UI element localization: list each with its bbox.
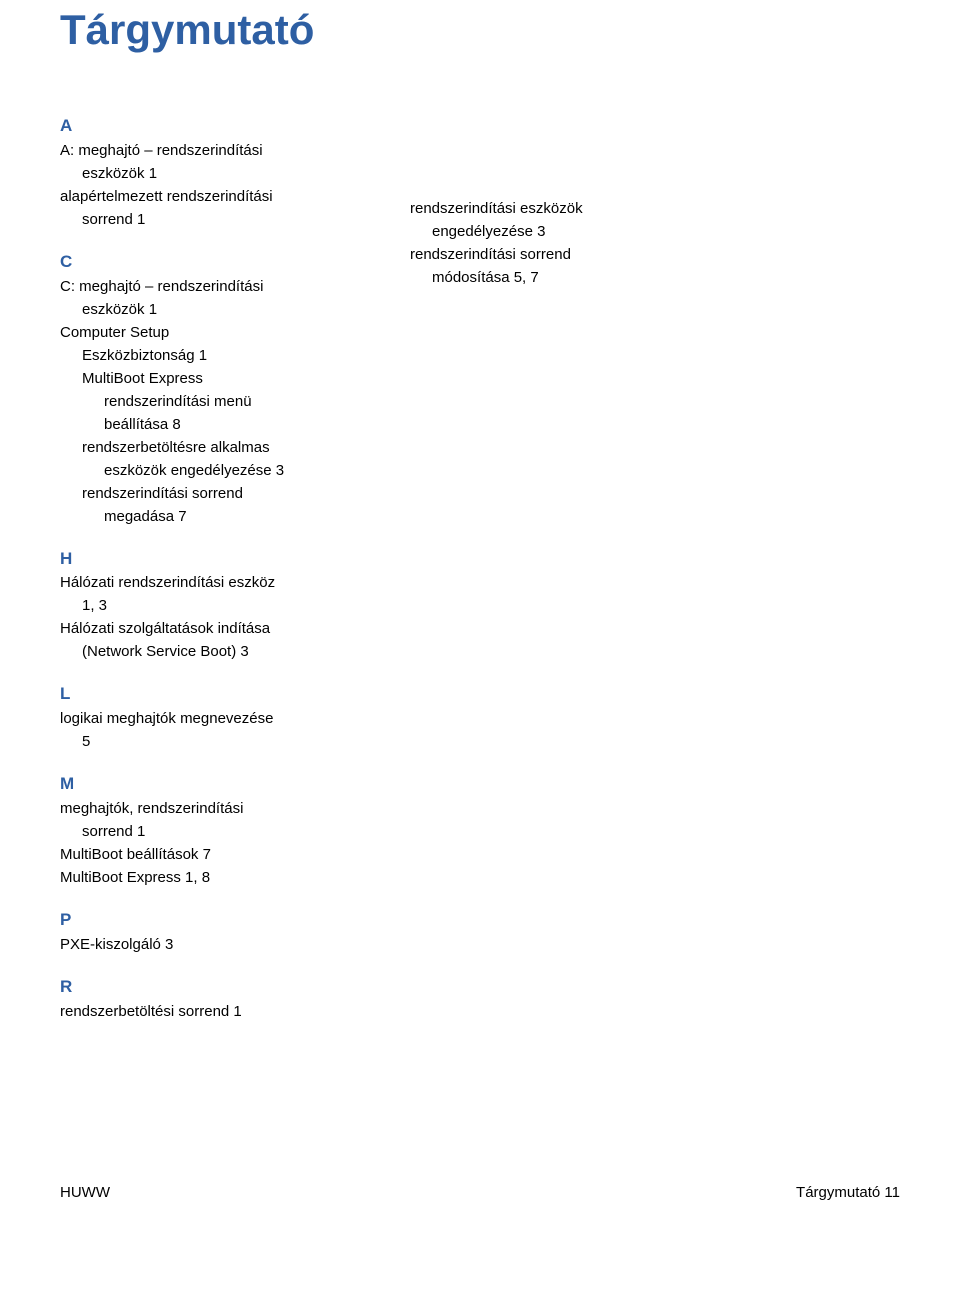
column-1: A A: meghajtó – rendszerindítási eszközö… <box>60 114 350 1024</box>
index-entry: sorrend 1 <box>60 821 350 842</box>
index-entry: rendszerindítási menü <box>60 391 350 412</box>
index-entry: rendszerbetöltési sorrend 1 <box>60 1001 350 1022</box>
section-letter-r: R <box>60 975 350 999</box>
section-letter-c: C <box>60 250 350 274</box>
index-entry: 5 <box>60 731 350 752</box>
column-2: rendszerindítási eszközök engedélyezése … <box>410 114 700 1024</box>
index-entry: MultiBoot Express <box>60 368 350 389</box>
index-entry: Hálózati szolgáltatások indítása <box>60 618 350 639</box>
index-entry: (Network Service Boot) 3 <box>60 641 350 662</box>
footer-left: HUWW <box>60 1184 110 1201</box>
section-letter-l: L <box>60 682 350 706</box>
index-entry: sorrend 1 <box>60 209 350 230</box>
index-entry: logikai meghajtók megnevezése <box>60 708 350 729</box>
footer-right: Tárgymutató 11 <box>796 1184 900 1201</box>
index-entry: rendszerindítási sorrend <box>60 483 350 504</box>
section-letter-m: M <box>60 772 350 796</box>
index-entry: Computer Setup <box>60 322 350 343</box>
index-columns: A A: meghajtó – rendszerindítási eszközö… <box>60 114 900 1024</box>
index-entry: 1, 3 <box>60 595 350 616</box>
index-entry: MultiBoot beállítások 7 <box>60 844 350 865</box>
section-letter-a: A <box>60 114 350 138</box>
section-letter-h: H <box>60 547 350 571</box>
index-entry: PXE-kiszolgáló 3 <box>60 934 350 955</box>
index-entry: meghajtók, rendszerindítási <box>60 798 350 819</box>
index-entry: engedélyezése 3 <box>410 221 700 242</box>
index-entry: eszközök 1 <box>60 299 350 320</box>
index-entry: beállítása 8 <box>60 414 350 435</box>
index-entry: MultiBoot Express 1, 8 <box>60 867 350 888</box>
page-footer: HUWW Tárgymutató 11 <box>60 1184 900 1211</box>
index-entry: Hálózati rendszerindítási eszköz <box>60 572 350 593</box>
index-entry: rendszerindítási eszközök <box>410 198 700 219</box>
section-letter-p: P <box>60 908 350 932</box>
index-entry: megadása 7 <box>60 506 350 527</box>
index-entry: eszközök engedélyezése 3 <box>60 460 350 481</box>
index-entry: Eszközbiztonság 1 <box>60 345 350 366</box>
index-entry: rendszerbetöltésre alkalmas <box>60 437 350 458</box>
index-entry: A: meghajtó – rendszerindítási <box>60 140 350 161</box>
index-entry: alapértelmezett rendszerindítási <box>60 186 350 207</box>
index-entry: rendszerindítási sorrend <box>410 244 700 265</box>
page-title: Tárgymutató <box>60 0 900 54</box>
index-entry: eszközök 1 <box>60 163 350 184</box>
index-entry: módosítása 5, 7 <box>410 267 700 288</box>
index-entry: C: meghajtó – rendszerindítási <box>60 276 350 297</box>
